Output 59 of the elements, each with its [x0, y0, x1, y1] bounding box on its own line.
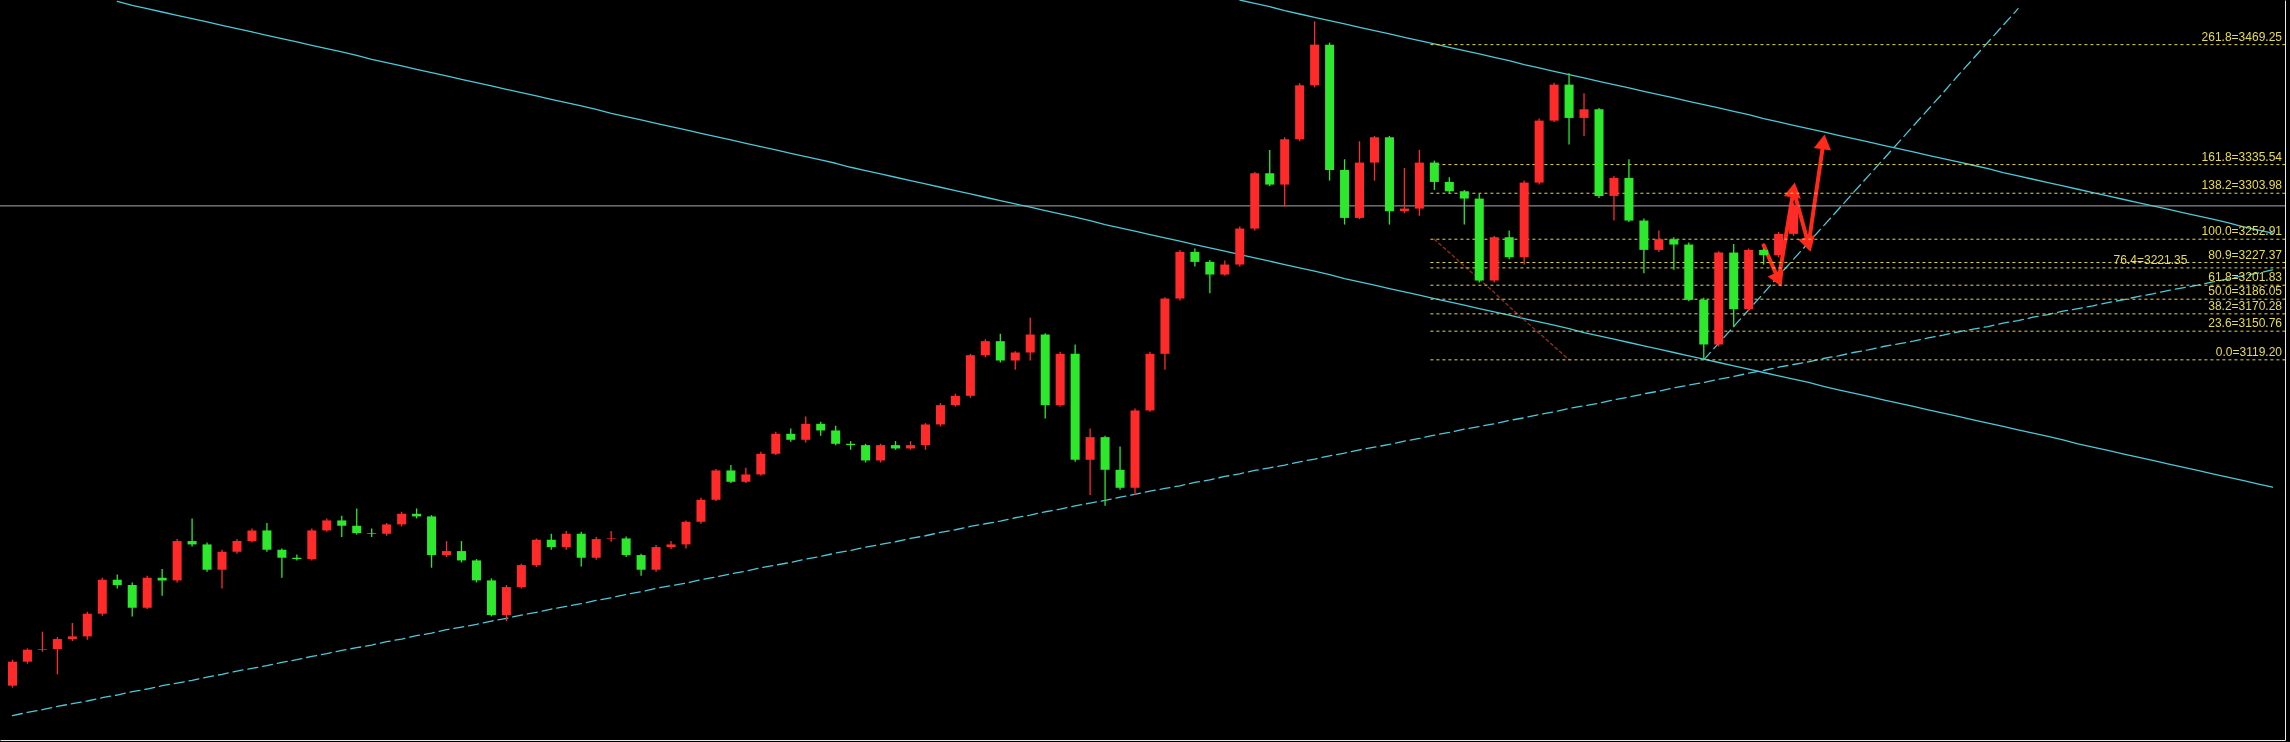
annotation: 50.0=3186.05 [2208, 284, 2283, 299]
candlestick [1115, 445, 1125, 491]
annotation: 100.0=3252.91 [2201, 224, 2283, 239]
candlestick [516, 563, 526, 590]
point [1783, 182, 1801, 199]
candlestick [756, 451, 766, 477]
candlestick [1429, 159, 1439, 191]
annotation: 261.8=3469.25 [2201, 29, 2283, 44]
candlestick [37, 631, 47, 653]
candlestick [1025, 317, 1035, 362]
candlestick [696, 497, 706, 525]
candlestick [681, 519, 691, 550]
candlestick [1669, 236, 1679, 271]
candlestick [52, 636, 62, 675]
annotation: 38.2=3170.28 [2208, 298, 2283, 313]
candlestick [1609, 175, 1619, 222]
candlestick [666, 540, 676, 550]
candlestick [1085, 427, 1095, 496]
candlestick [1205, 259, 1215, 294]
annotation: 76.4=3221.35 [2113, 252, 2188, 267]
candlestick [82, 611, 92, 641]
candlestick [621, 535, 631, 558]
candlestick [861, 443, 871, 464]
annotation: 80.9=3227.37 [2208, 247, 2283, 262]
candlestick [831, 425, 841, 446]
candlestick [456, 540, 467, 564]
candlestick [1459, 189, 1469, 226]
candlestick [801, 415, 811, 444]
candlestick [1504, 229, 1514, 260]
annotation: 161.8=3335.54 [2201, 149, 2283, 164]
candlestick [561, 530, 571, 551]
point [1798, 235, 1815, 252]
candlestick [471, 558, 481, 584]
candlestick [636, 553, 646, 577]
annotation: 23.6=3150.76 [2208, 316, 2283, 331]
candlestick [187, 517, 197, 548]
point [1767, 269, 1784, 287]
candlestick [920, 422, 930, 451]
candlestick [651, 544, 661, 573]
candlestick [262, 522, 272, 553]
candlestick [7, 659, 17, 689]
candlestick [935, 402, 945, 428]
candlestick [876, 443, 886, 464]
point [1813, 134, 1831, 151]
candlestick [1774, 231, 1784, 258]
annotation: 138.2=3303.98 [2201, 178, 2283, 193]
candlestick [352, 507, 362, 536]
candlestick [277, 547, 287, 579]
candlestick [127, 581, 137, 618]
candlestick [337, 515, 347, 538]
candlestick [576, 531, 586, 568]
candlestick [1265, 149, 1275, 187]
candlestick [995, 333, 1005, 364]
candlestick [1654, 229, 1664, 253]
candlestick [1579, 92, 1589, 137]
annotation: 0.0=3119.20 [2215, 344, 2283, 359]
candlestick [591, 536, 601, 561]
candlestick [217, 549, 227, 590]
candlestick [771, 431, 781, 456]
